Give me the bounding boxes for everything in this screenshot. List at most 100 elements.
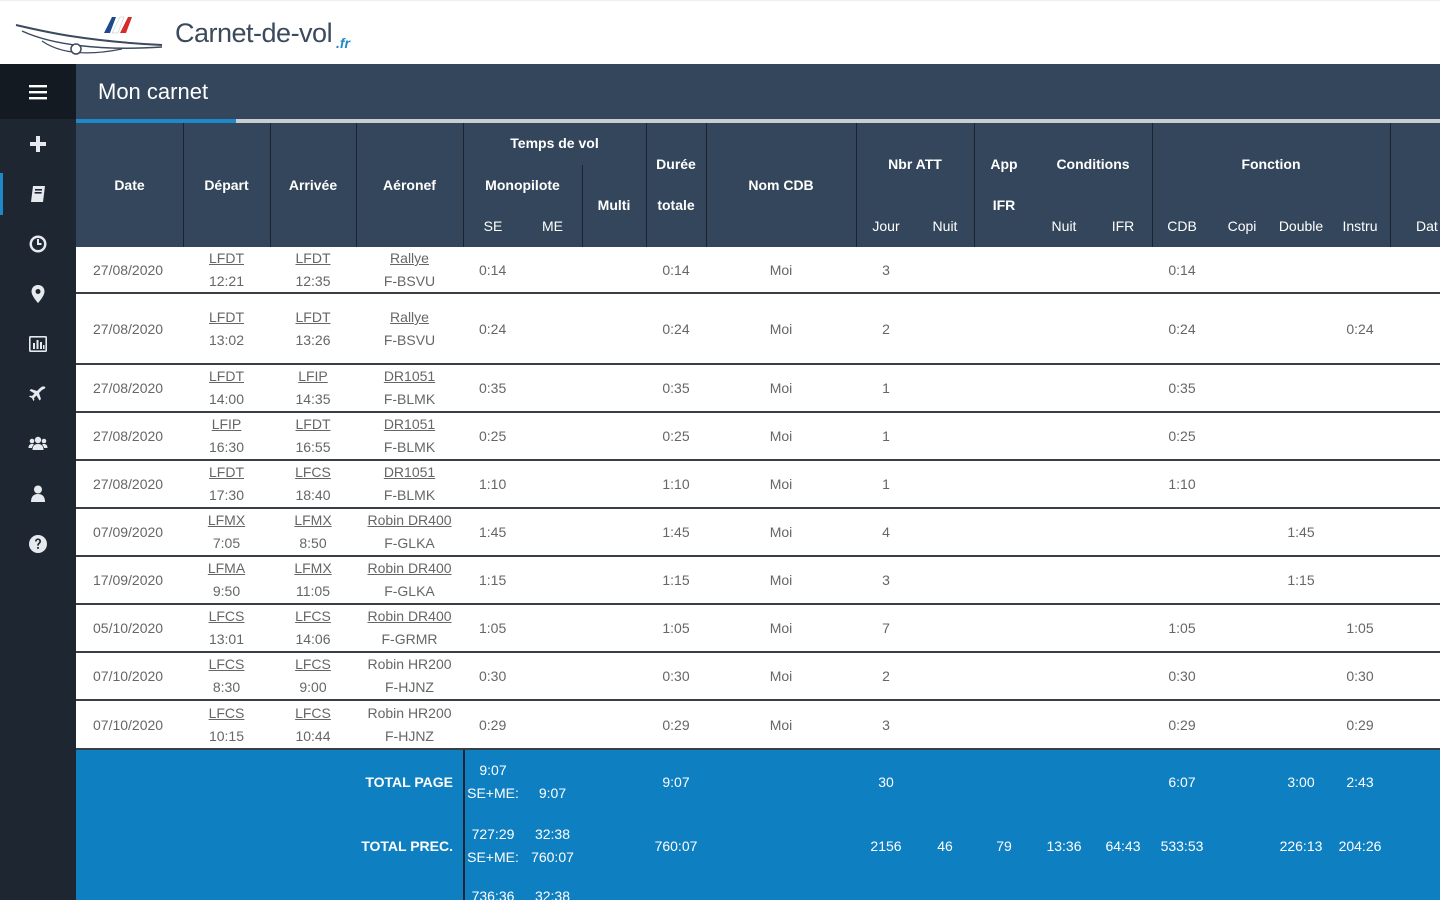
column-header-se[interactable]: SE (483, 218, 503, 234)
function-cdb-time: 0:30 (1168, 668, 1196, 684)
column-header-instru[interactable]: Instru (1342, 218, 1378, 234)
sidebar-item-crew[interactable] (0, 419, 76, 469)
aircraft-link[interactable]: Robin DR400 (367, 560, 452, 576)
column-header-dat[interactable]: Dat (1416, 218, 1438, 234)
aircraft-type: Robin HR200 (367, 705, 452, 721)
header-divider (582, 165, 583, 247)
table-row[interactable]: 17/09/2020 LFMA 9:50 LFMX 11:05 Robin DR400 F-… (76, 557, 1440, 605)
cdb-name: Moi (769, 572, 793, 588)
aircraft-registration: F-BLMK (383, 487, 436, 503)
function-cdb-time: 0:29 (1168, 717, 1196, 733)
column-header-cond-ifr[interactable]: IFR (1111, 218, 1135, 234)
table-row[interactable]: 05/10/2020 LFCS 13:01 LFCS 14:06 Robin DR400 F… (76, 605, 1440, 653)
aircraft-link[interactable]: DR1051 (383, 368, 436, 384)
arrival-airport-link[interactable]: LFIP (298, 368, 328, 384)
departure-airport-link[interactable]: LFMA (207, 560, 246, 576)
column-header-conditions: Conditions (1056, 156, 1130, 172)
total-grand-me: 32:38 (534, 888, 571, 900)
departure-airport-link[interactable]: LFDT (209, 464, 244, 480)
arrival-airport-link[interactable]: LFDT (295, 250, 331, 266)
column-header-depart[interactable]: Départ (204, 177, 249, 193)
plane-icon (29, 386, 46, 401)
column-header-me[interactable]: ME (542, 218, 563, 234)
sidebar-item-profile[interactable] (0, 469, 76, 519)
column-header-app[interactable]: App (990, 156, 1018, 172)
flight-date: 05/10/2020 (93, 620, 164, 636)
cdb-name: Moi (769, 428, 793, 444)
flight-date: 27/08/2020 (93, 262, 164, 278)
header-divider (270, 123, 271, 247)
users-icon (28, 436, 48, 450)
sidebar-item-aircraft[interactable] (0, 369, 76, 419)
column-header-arrivee[interactable]: Arrivée (288, 177, 338, 193)
arrival-airport-link[interactable]: LFMX (294, 560, 332, 576)
table-row[interactable]: 07/09/2020 LFMX 7:05 LFMX 8:50 Robin DR400 F-G… (76, 509, 1440, 557)
aircraft-link[interactable]: DR1051 (383, 464, 436, 480)
column-header-multi[interactable]: Multi (597, 197, 631, 213)
flight-duration-total: 1:15 (662, 572, 690, 588)
departure-airport-link[interactable]: LFCS (208, 705, 245, 721)
table-row[interactable]: 07/10/2020 LFCS 10:15 LFCS 10:44 Robin HR200 F… (76, 701, 1440, 750)
total-prec-cdb: 533:53 (1160, 838, 1204, 854)
table-row[interactable]: 07/10/2020 LFCS 8:30 LFCS 9:00 Robin HR200 F-H… (76, 653, 1440, 701)
sidebar-item-logbook[interactable] (0, 169, 76, 219)
column-header-cond-nuit[interactable]: Nuit (1051, 218, 1077, 234)
column-header-duree[interactable]: Durée (656, 156, 696, 172)
table-row[interactable]: 27/08/2020 LFDT 14:00 LFIP 14:35 DR1051 F-BLMK… (76, 365, 1440, 413)
column-header-double[interactable]: Double (1278, 218, 1324, 234)
sidebar-item-statistics[interactable] (0, 319, 76, 369)
column-header-date[interactable]: Date (114, 177, 145, 193)
sidebar-item-places[interactable] (0, 269, 76, 319)
arrival-airport-link[interactable]: LFCS (295, 464, 331, 480)
aircraft-link[interactable]: Robin DR400 (367, 608, 452, 624)
column-header-cdb[interactable]: CDB (1167, 218, 1197, 234)
aircraft-registration: F-GRMR (381, 631, 438, 647)
aircraft-link[interactable]: Rallye (390, 309, 429, 325)
departure-airport-link[interactable]: LFDT (209, 309, 244, 325)
departure-airport-link[interactable]: LFDT (209, 250, 244, 266)
flight-time-se: 1:45 (479, 524, 507, 540)
brand-name[interactable]: Carnet-de-vol (175, 18, 333, 48)
column-header-copi[interactable]: Copi (1227, 218, 1257, 234)
flight-time-se: 1:15 (479, 572, 507, 588)
column-header-temps-de-vol: Temps de vol (510, 135, 599, 151)
arrival-time: 13:26 (295, 332, 331, 348)
menu-toggle-button[interactable] (0, 64, 76, 119)
sidebar-item-history[interactable] (0, 219, 76, 269)
cdb-name: Moi (769, 380, 793, 396)
total-prec-instru: 204:26 (1338, 838, 1382, 854)
sidebar-item-add-flight[interactable] (0, 119, 76, 169)
aircraft-link[interactable]: Robin DR400 (367, 512, 452, 528)
column-header-att-nuit[interactable]: Nuit (932, 218, 958, 234)
departure-airport-link[interactable]: LFDT (209, 368, 244, 384)
aircraft-link[interactable]: Rallye (390, 250, 429, 266)
column-header-att-jour[interactable]: Jour (872, 218, 900, 234)
arrival-airport-link[interactable]: LFCS (295, 656, 331, 672)
arrival-time: 9:00 (299, 679, 327, 695)
aircraft-link[interactable]: DR1051 (383, 416, 436, 432)
total-page-instru: 2:43 (1346, 774, 1374, 790)
table-row[interactable]: 27/08/2020 LFDT 12:21 LFDT 12:35 Rallye F-BSVU… (76, 247, 1440, 294)
departure-airport-link[interactable]: LFMX (207, 512, 246, 528)
table-header: Date Départ Arrivée Aéronef Temps de vol… (76, 123, 1440, 247)
arrival-airport-link[interactable]: LFDT (295, 416, 331, 432)
departure-airport-link[interactable]: LFCS (208, 656, 245, 672)
table-row[interactable]: 27/08/2020 LFIP 16:30 LFDT 16:55 DR1051 F-BLMK… (76, 413, 1440, 461)
table-row[interactable]: 27/08/2020 LFDT 17:30 LFCS 18:40 DR1051 F-BLMK… (76, 461, 1440, 509)
tab-active-indicator (76, 119, 236, 123)
departure-airport-link[interactable]: LFIP (211, 416, 242, 432)
sidebar-item-help[interactable] (0, 519, 76, 569)
arrival-airport-link[interactable]: LFDT (295, 309, 331, 325)
arrival-airport-link[interactable]: LFCS (295, 705, 331, 721)
column-header-nom-cdb[interactable]: Nom CDB (748, 177, 814, 193)
column-header-aeronef[interactable]: Aéronef (383, 177, 436, 193)
arrival-airport-link[interactable]: LFMX (294, 512, 332, 528)
departure-airport-link[interactable]: LFCS (208, 608, 245, 624)
landings-day: 2 (882, 321, 890, 337)
flight-date: 07/09/2020 (93, 524, 164, 540)
table-row[interactable]: 27/08/2020 LFDT 13:02 LFDT 13:26 Rallye F-BSVU… (76, 294, 1440, 365)
logbook-table: Date Départ Arrivée Aéronef Temps de vol… (76, 123, 1440, 900)
arrival-airport-link[interactable]: LFCS (295, 608, 331, 624)
bar-chart-icon (29, 336, 47, 352)
total-prec-att-jour: 2156 (870, 838, 902, 854)
